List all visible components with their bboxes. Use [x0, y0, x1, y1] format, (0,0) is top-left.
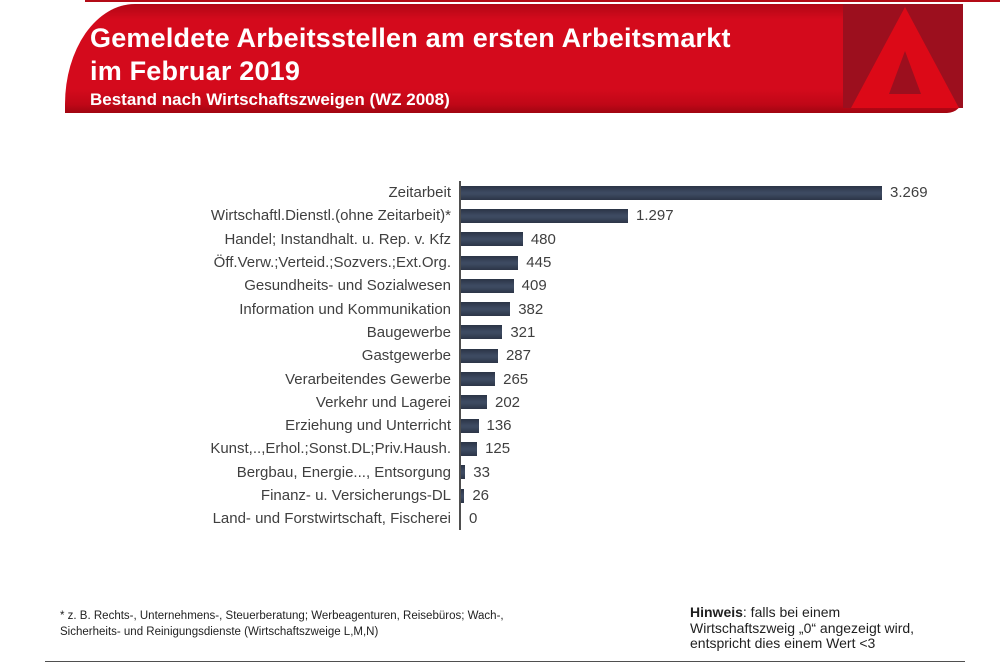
chart-row: Wirtschaftl.Dienstl.(ohne Zeitarbeit)* 1.… — [0, 204, 1000, 228]
bar-chart: Zeitarbeit 3.269 Wirtschaftl.Dienstl.(ohne… — [0, 181, 1000, 531]
bar — [461, 418, 479, 433]
bar-zone: 136 — [459, 413, 1000, 438]
bar-zone: 1.297 — [459, 204, 1000, 228]
value-label: 3.269 — [890, 184, 928, 202]
bar-zone: 409 — [459, 274, 1000, 298]
bar — [461, 302, 511, 317]
value-label: 409 — [521, 277, 547, 295]
category-label: Gesundheits- und Sozialwesen — [244, 277, 451, 295]
chart-row: Land- und Forstwirtschaft, Fischerei 0 — [0, 507, 1000, 531]
bar-zone: 3.269 — [459, 181, 1000, 205]
category-label: Finanz- u. Versicherungs-DL — [260, 487, 451, 504]
value-label: 287 — [505, 347, 531, 365]
bar — [461, 255, 519, 270]
chart-row: Finanz- u. Versicherungs-DL 26 — [0, 483, 1000, 508]
bar-zone: 382 — [459, 297, 1000, 321]
bar — [461, 185, 882, 200]
bar-zone: 125 — [459, 437, 1000, 461]
chart-row: Erziehung und Unterricht 136 — [0, 413, 1000, 438]
bar-zone: 321 — [459, 320, 1000, 345]
bar — [461, 278, 514, 293]
category-label: Gastgewerbe — [361, 347, 451, 365]
bar-zone: 26 — [459, 483, 1000, 508]
agentur-fuer-arbeit-a-logo-icon — [843, 4, 963, 108]
bar — [461, 208, 629, 223]
value-label: 136 — [486, 417, 512, 435]
category-label: Verkehr und Lagerei — [315, 393, 451, 411]
footnote-line1: * z. B. Rechts-, Unternehmens-, Steuerbe… — [60, 610, 504, 622]
chart-row: Gastgewerbe 287 — [0, 344, 1000, 368]
category-label: Handel; Instandhalt. u. Rep. v. Kfz — [224, 230, 451, 248]
bottom-divider-line — [45, 661, 965, 662]
page-subtitle: Bestand nach Wirtschaftszweigen (WZ 2008… — [90, 90, 450, 109]
top-red-hairline — [85, 0, 1000, 2]
bar-zone: 33 — [459, 460, 1000, 484]
bar-zone: 480 — [459, 227, 1000, 251]
bar — [461, 372, 496, 387]
bar — [461, 325, 503, 340]
hinweis-line2: Wirtschaftszweig „0“ angezeigt wird, — [690, 619, 915, 636]
category-label: Kunst,..,Erhol.;Sonst.DL;Priv.Haush. — [210, 440, 451, 458]
category-label: Bergbau, Energie..., Entsorgung — [236, 463, 451, 481]
category-label: Land- und Forstwirtschaft, Fischerei — [212, 510, 451, 528]
chart-row: Bergbau, Energie..., Entsorgung 33 — [0, 460, 1000, 484]
value-label: 33 — [473, 463, 490, 481]
bar-zone: 445 — [459, 250, 1000, 275]
category-label: Baugewerbe — [366, 323, 451, 341]
value-label: 265 — [503, 370, 529, 388]
page-title-line2: im Februar 2019 — [90, 56, 301, 86]
page-title-line1: Gemeldete Arbeitsstellen am ersten Arbei… — [90, 23, 731, 53]
bar — [461, 465, 466, 480]
value-label: 382 — [518, 300, 544, 318]
chart-row: Öff.Verw.;Verteid.;Sozvers.;Ext.Org. 445 — [0, 250, 1000, 275]
value-label: 445 — [526, 254, 552, 272]
value-label: 0 — [469, 510, 478, 528]
bar-zone: 287 — [459, 344, 1000, 368]
header-band: Gemeldete Arbeitsstellen am ersten Arbei… — [65, 4, 963, 113]
bar — [461, 232, 523, 247]
chart-row: Handel; Instandhalt. u. Rep. v. Kfz 480 — [0, 227, 1000, 251]
hinweis-label: Hinweis — [690, 604, 743, 620]
bar — [461, 488, 465, 503]
bar — [461, 441, 478, 456]
category-label: Zeitarbeit — [388, 184, 451, 202]
category-label: Wirtschaftl.Dienstl.(ohne Zeitarbeit)* — [210, 207, 451, 225]
value-label: 321 — [510, 323, 536, 341]
hinweis-line3: entspricht dies einem Wert <3 — [690, 635, 876, 651]
bar — [461, 395, 487, 410]
footnote: * z. B. Rechts-, Unternehmens-, Steuerbe… — [60, 608, 504, 640]
chart-row: Verkehr und Lagerei 202 — [0, 390, 1000, 414]
bar-zone: 265 — [459, 367, 1000, 391]
value-label: 202 — [495, 393, 521, 411]
bar-zone: 202 — [459, 390, 1000, 414]
bar — [461, 348, 498, 363]
category-label: Erziehung und Unterricht — [285, 417, 451, 435]
category-label: Verarbeitendes Gewerbe — [285, 370, 451, 388]
bar-zone: 0 — [459, 507, 1000, 531]
chart-row: Gesundheits- und Sozialwesen 409 — [0, 274, 1000, 298]
value-label: 125 — [485, 440, 511, 458]
value-label: 1.297 — [636, 207, 674, 225]
value-label: 26 — [472, 487, 490, 504]
chart-row: Verarbeitendes Gewerbe 265 — [0, 367, 1000, 391]
page-title: Gemeldete Arbeitsstellen am ersten Arbei… — [90, 22, 731, 88]
hinweis-note: Hinweis: falls bei einem Wirtschaftszwei… — [690, 604, 915, 652]
category-label: Information und Kommunikation — [239, 300, 451, 318]
category-label: Öff.Verw.;Verteid.;Sozvers.;Ext.Org. — [213, 254, 451, 272]
chart-row: Baugewerbe 321 — [0, 320, 1000, 345]
value-label: 480 — [530, 230, 556, 248]
hinweis-after-label: : falls bei einem — [742, 604, 841, 620]
footnote-line2: Sicherheits- und Reinigungsdienste (Wirt… — [60, 626, 379, 638]
chart-row: Information und Kommunikation 382 — [0, 297, 1000, 321]
chart-row: Kunst,..,Erhol.;Sonst.DL;Priv.Haush. 125 — [0, 437, 1000, 461]
chart-row: Zeitarbeit 3.269 — [0, 181, 1000, 205]
